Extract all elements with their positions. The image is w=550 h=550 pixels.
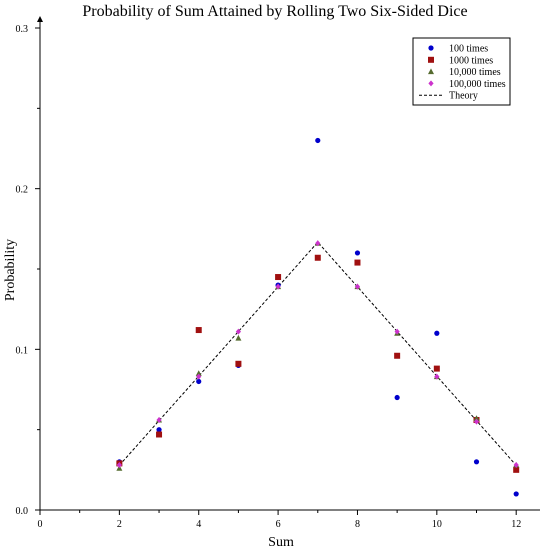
data-point <box>513 462 519 469</box>
data-points-layer <box>116 137 520 497</box>
data-point <box>394 352 401 359</box>
y-axis-arrow-icon <box>37 16 43 22</box>
data-point <box>433 365 440 372</box>
series-1-points <box>116 137 519 497</box>
y-tick-label: 0.2 <box>16 185 29 196</box>
legend-label: 100,000 times <box>449 79 506 90</box>
legend-marker <box>428 45 434 51</box>
data-point <box>354 250 361 256</box>
x-tick-label: 12 <box>511 519 521 530</box>
chart-title: Probability of Sum Attained by Rolling T… <box>82 3 467 20</box>
axis-ticks: 0 2 4 6 8 10 12 0.0 0.1 0.2 0.3 <box>16 24 522 530</box>
series-2-points <box>116 254 520 473</box>
data-point <box>434 373 440 380</box>
data-point <box>156 431 163 438</box>
x-tick-label: 8 <box>355 519 360 530</box>
legend-marker <box>428 56 434 63</box>
x-tick-label: 0 <box>38 519 43 530</box>
data-point <box>315 240 321 247</box>
data-point <box>156 417 162 424</box>
data-point <box>235 360 242 367</box>
data-point <box>473 459 480 465</box>
theory-line <box>118 241 517 466</box>
data-point <box>473 418 480 425</box>
series-4-points <box>116 240 519 469</box>
data-point <box>275 274 282 281</box>
data-point <box>394 328 400 335</box>
y-tick-label: 0.1 <box>16 345 29 356</box>
data-point <box>196 373 202 380</box>
data-point <box>195 370 202 376</box>
data-point <box>473 415 480 421</box>
data-point <box>195 327 202 334</box>
legend-label: Theory <box>449 91 478 102</box>
data-point <box>314 254 321 261</box>
data-point <box>354 259 361 266</box>
data-point <box>275 283 281 290</box>
series-3-points <box>116 240 520 471</box>
legend-label: 10,000 times <box>449 67 501 78</box>
data-point <box>235 334 242 341</box>
data-point <box>354 283 361 290</box>
data-point <box>196 378 202 385</box>
data-point <box>394 394 400 401</box>
x-tick-label: 2 <box>117 519 122 530</box>
data-point <box>513 466 520 473</box>
theory-line-layer <box>118 241 517 466</box>
x-tick-label: 10 <box>432 519 442 530</box>
y-axis-label: Probability <box>3 239 18 301</box>
x-axis-label: Sum <box>268 535 294 550</box>
legend-marker <box>428 80 434 87</box>
data-point <box>235 328 242 335</box>
axes <box>37 16 540 511</box>
data-point <box>434 330 440 336</box>
legend-marker <box>428 68 434 75</box>
legend-label: 1000 times <box>449 55 493 66</box>
data-point <box>116 462 122 469</box>
legend-label: 100 times <box>449 44 488 55</box>
y-tick-label: 0.0 <box>16 506 29 517</box>
x-tick-label: 6 <box>276 519 281 530</box>
x-tick-label: 4 <box>196 519 201 530</box>
data-point <box>513 491 519 497</box>
data-point <box>315 137 321 144</box>
y-tick-label: 0.3 <box>16 24 29 35</box>
data-point <box>156 427 162 433</box>
